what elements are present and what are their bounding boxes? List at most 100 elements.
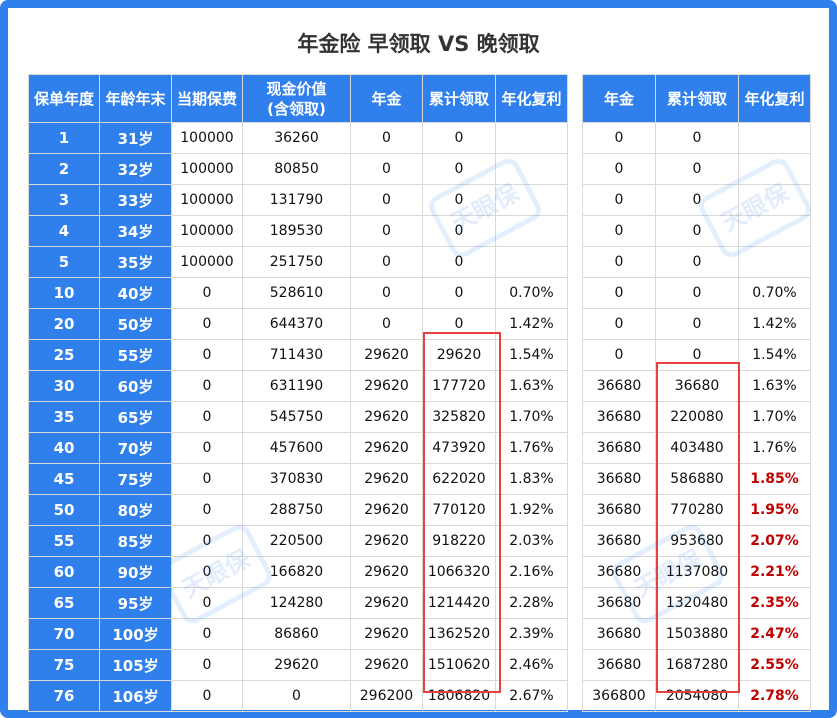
table-row: 36680 1320480 2.35%: [582, 587, 811, 619]
cell-annuity-late: 0: [582, 339, 656, 371]
cell-annuity-late: 36680: [582, 525, 656, 557]
cell-age: 33岁: [99, 184, 172, 216]
cell-age: 90岁: [99, 556, 172, 588]
cell-rate-late: 1.76%: [738, 432, 811, 464]
cell-age: 35岁: [99, 246, 172, 278]
cell-cumulative: 0: [422, 215, 496, 247]
table-row: 36680 1687280 2.55%: [582, 649, 811, 681]
cell-policy-year: 76: [28, 680, 100, 712]
cell-cash-value: 251750: [242, 246, 351, 278]
cell-premium: 0: [171, 649, 243, 681]
cell-cumulative-late: 1503880: [655, 618, 739, 650]
cell-cumulative: 1214420: [422, 587, 496, 619]
cell-premium: 0: [171, 556, 243, 588]
cell-annuity: 0: [350, 308, 423, 340]
cell-annuity-late: 36680: [582, 463, 656, 495]
table-row: 2 32岁 100000 80850 0 0: [28, 153, 568, 185]
cell-policy-year: 2: [28, 153, 100, 185]
table-row: 30 60岁 0 631190 29620 177720 1.63%: [28, 370, 568, 402]
cell-annuity-late: 0: [582, 184, 656, 216]
cell-cash-value: 545750: [242, 401, 351, 433]
cell-cumulative-late: 770280: [655, 494, 739, 526]
cell-cash-value: 86860: [242, 618, 351, 650]
cell-rate: 2.39%: [495, 618, 568, 650]
cell-annuity: 29620: [350, 525, 423, 557]
cell-annuity: 0: [350, 122, 423, 154]
cell-rate: 1.42%: [495, 308, 568, 340]
cell-rate: 1.92%: [495, 494, 568, 526]
cell-annuity-late: 0: [582, 153, 656, 185]
cell-age: 40岁: [99, 277, 172, 309]
cell-cash-value: 124280: [242, 587, 351, 619]
table-row: 0 0 1.42%: [582, 308, 811, 340]
cell-cumulative: 0: [422, 122, 496, 154]
cell-cash-value: 29620: [242, 649, 351, 681]
cell-cumulative-late: 0: [655, 184, 739, 216]
cell-rate-late: [738, 153, 811, 185]
cell-rate-late: 1.85%: [738, 463, 811, 495]
page-title: 年金险 早领取 VS 晚领取: [297, 32, 540, 56]
cell-rate-late: 2.35%: [738, 587, 811, 619]
table-row: 55 85岁 0 220500 29620 918220 2.03%: [28, 525, 568, 557]
cell-age: 50岁: [99, 308, 172, 340]
cell-rate-late: 2.55%: [738, 649, 811, 681]
cell-cash-value: 220500: [242, 525, 351, 557]
cell-policy-year: 20: [28, 308, 100, 340]
cell-annuity-late: 0: [582, 246, 656, 278]
cell-annuity: 29620: [350, 463, 423, 495]
cell-rate: [495, 246, 568, 278]
cell-rate-late: [738, 215, 811, 247]
cell-premium: 0: [171, 587, 243, 619]
cell-age: 75岁: [99, 463, 172, 495]
cell-cash-value: 80850: [242, 153, 351, 185]
cell-annuity: 0: [350, 277, 423, 309]
table-row: 65 95岁 0 124280 29620 1214420 2.28%: [28, 587, 568, 619]
cell-rate-late: 1.95%: [738, 494, 811, 526]
cell-rate: 2.46%: [495, 649, 568, 681]
cell-annuity-late: 0: [582, 215, 656, 247]
cell-policy-year: 50: [28, 494, 100, 526]
cell-annuity-late: 0: [582, 277, 656, 309]
cell-premium: 0: [171, 432, 243, 464]
cell-premium: 100000: [171, 153, 243, 185]
cell-cash-value: 36260: [242, 122, 351, 154]
cell-annuity: 0: [350, 215, 423, 247]
cell-premium: 0: [171, 494, 243, 526]
cell-policy-year: 70: [28, 618, 100, 650]
header-annuity: 年金: [350, 74, 423, 123]
cell-annuity-late: 36680: [582, 649, 656, 681]
cell-age: 106岁: [99, 680, 172, 712]
header-rate: 年化复利: [495, 74, 568, 123]
cell-cumulative: 1806820: [422, 680, 496, 712]
cell-annuity-late: 36680: [582, 618, 656, 650]
cell-premium: 0: [171, 680, 243, 712]
cell-age: 70岁: [99, 432, 172, 464]
table-row: 36680 586880 1.85%: [582, 463, 811, 495]
table-row: 75 105岁 0 29620 29620 1510620 2.46%: [28, 649, 568, 681]
table-row: 36680 1137080 2.21%: [582, 556, 811, 588]
right-table: 年金 累计领取 年化复利 0 0 0 0 0 0 0 0 0 0 0 0 0.70% 0 0 1.42% 0 0 1…: [582, 74, 811, 712]
table-row: 3 33岁 100000 131790 0 0: [28, 184, 568, 216]
cell-rate-late: 1.54%: [738, 339, 811, 371]
cell-premium: 0: [171, 618, 243, 650]
cell-rate: 1.83%: [495, 463, 568, 495]
cell-rate-late: 2.07%: [738, 525, 811, 557]
cell-policy-year: 45: [28, 463, 100, 495]
cell-cash-value: 189530: [242, 215, 351, 247]
cell-rate: 2.03%: [495, 525, 568, 557]
cell-annuity-late: 36680: [582, 432, 656, 464]
header-cash-value-line2: (含领取): [267, 99, 326, 118]
table-row: 50 80岁 0 288750 29620 770120 1.92%: [28, 494, 568, 526]
cell-cash-value: 631190: [242, 370, 351, 402]
cell-rate: 1.76%: [495, 432, 568, 464]
cell-age: 85岁: [99, 525, 172, 557]
header-rate-late: 年化复利: [738, 74, 811, 123]
cell-cash-value: 711430: [242, 339, 351, 371]
cell-rate: 1.54%: [495, 339, 568, 371]
cell-cash-value: 457600: [242, 432, 351, 464]
cell-annuity: 29620: [350, 339, 423, 371]
header-cumulative-late: 累计领取: [655, 74, 739, 123]
cell-cumulative: 473920: [422, 432, 496, 464]
cell-policy-year: 5: [28, 246, 100, 278]
